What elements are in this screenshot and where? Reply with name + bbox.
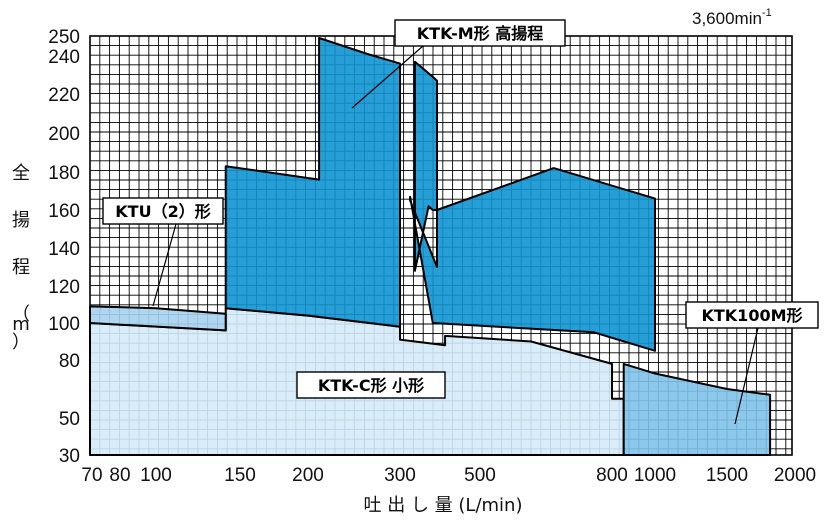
y-title-char-5: m bbox=[12, 314, 30, 335]
label-ktk-m: KTK-M形 高揚程 bbox=[351, 19, 566, 109]
y-tick-label: 200 bbox=[48, 124, 80, 145]
label-ktk100m: KTK100M形 bbox=[685, 301, 819, 425]
y-title-char-6: ） bbox=[12, 332, 30, 353]
x-tick-label: 500 bbox=[464, 465, 496, 486]
y-axis-title: 全 揚 程 （ m ） bbox=[12, 163, 30, 353]
y-tick-label: 50 bbox=[59, 409, 80, 430]
label-ktu2-text: KTU（2）形 bbox=[115, 202, 210, 221]
x-tick-label: 2000 bbox=[774, 465, 816, 486]
y-tick-label: 140 bbox=[48, 239, 80, 260]
y-tick-label: 30 bbox=[59, 446, 80, 467]
y-tick-label: 220 bbox=[48, 85, 80, 106]
y-tick-label: 80 bbox=[59, 351, 80, 372]
x-tick-label: 1500 bbox=[706, 465, 748, 486]
x-tick-label: 300 bbox=[384, 465, 416, 486]
label-ktu2: KTU（2）形 bbox=[102, 197, 224, 307]
x-tick-label: 80 bbox=[109, 465, 130, 486]
label-ktk-c: KTK-C形 小形 bbox=[296, 371, 446, 399]
label-ktk-c-text: KTK-C形 小形 bbox=[318, 376, 424, 395]
y-title-char-1: 全 bbox=[12, 163, 30, 184]
y-tick-label: 240 bbox=[48, 47, 80, 68]
y-tick-label: 250 bbox=[48, 27, 80, 48]
y-tick-label: 180 bbox=[48, 163, 80, 184]
x-tick-label: 150 bbox=[224, 465, 256, 486]
x-tick-label: 70 bbox=[81, 465, 102, 486]
label-ktk100m-text: KTK100M形 bbox=[701, 306, 802, 325]
speed-label: 3,600min-1 bbox=[692, 7, 772, 28]
area-series-3 bbox=[409, 60, 656, 352]
y-tick-label: 120 bbox=[48, 277, 80, 298]
x-tick-label: 1000 bbox=[634, 465, 676, 486]
x-tick-label: 800 bbox=[596, 465, 628, 486]
y-title-char-4: （ bbox=[12, 304, 30, 325]
area-series-4 bbox=[622, 362, 772, 456]
x-tick-labels: 70 80 100 150 200 300 500 800 1000 1500 2000 bbox=[81, 465, 816, 486]
x-axis-title: 吐 出 し 量 (L/min) bbox=[364, 495, 523, 516]
y-tick-label: 100 bbox=[48, 314, 80, 335]
area-series-2 bbox=[224, 37, 401, 328]
y-title-char-3: 程 bbox=[12, 257, 30, 278]
y-title-char-2: 揚 bbox=[12, 210, 30, 231]
x-tick-label: 200 bbox=[292, 465, 324, 486]
label-ktk-m-text: KTK-M形 高揚程 bbox=[417, 24, 543, 43]
x-tick-label: 100 bbox=[140, 465, 172, 486]
y-tick-label: 160 bbox=[48, 201, 80, 222]
